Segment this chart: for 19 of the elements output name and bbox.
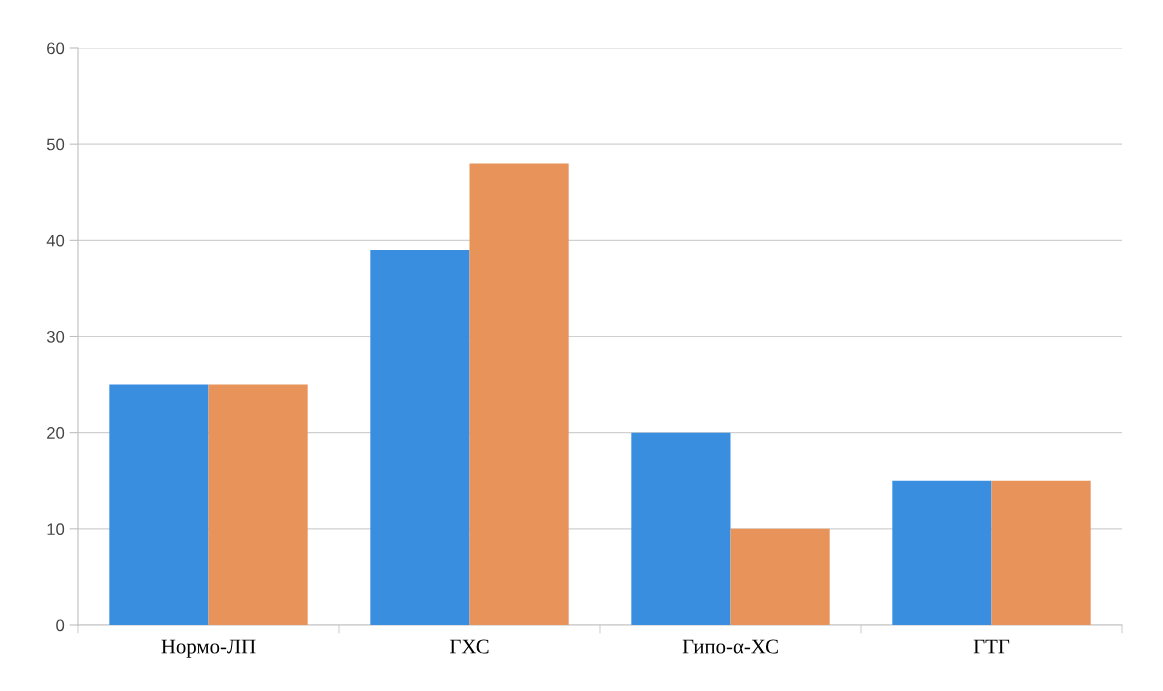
bar	[631, 432, 731, 625]
bar	[208, 384, 308, 625]
y-tick-label: 50	[46, 138, 65, 151]
bar	[469, 163, 569, 625]
x-tick-label: Нормо-ЛП	[161, 639, 256, 658]
y-tick-label: 0	[56, 619, 65, 632]
bar	[109, 384, 209, 625]
y-tick-label: 20	[47, 427, 65, 439]
x-tick-label: Гипо-α-ХС	[682, 639, 778, 654]
bar	[370, 249, 470, 625]
x-tick-label: ГТГ	[973, 639, 1010, 654]
y-tick-label: 60	[47, 42, 65, 55]
bar	[730, 528, 830, 625]
y-tick-label: 40	[46, 234, 65, 247]
y-tick-label: 30	[46, 330, 65, 343]
bar	[892, 480, 992, 625]
y-tick-label: 10	[47, 523, 65, 536]
bar	[991, 480, 1091, 625]
x-tick-label: ГХС	[450, 639, 489, 654]
